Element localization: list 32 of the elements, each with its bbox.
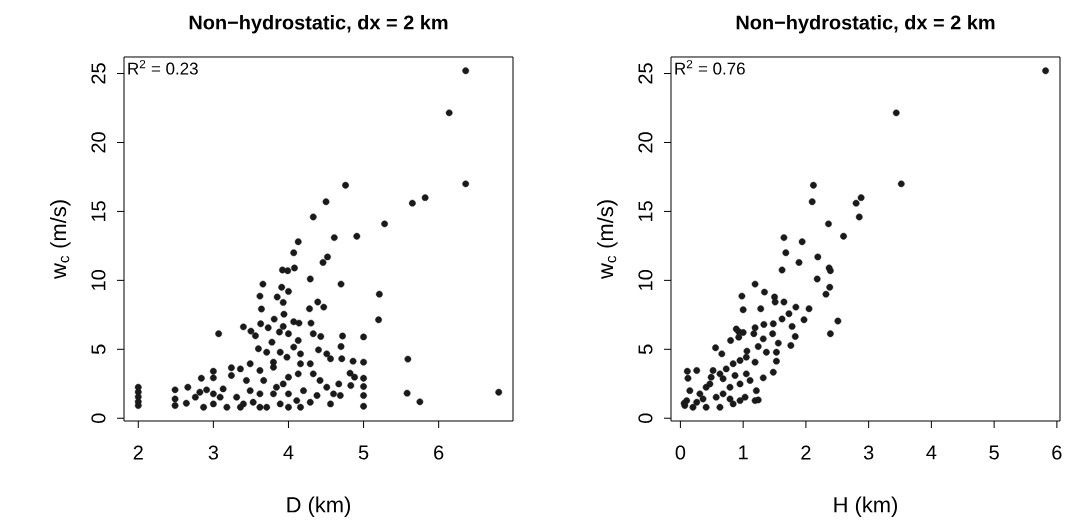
x-tick-label: 6 xyxy=(434,445,444,460)
x-tick-label: 4 xyxy=(283,445,294,460)
y-tick-label: 0 xyxy=(91,413,106,423)
y-tick-label: 10 xyxy=(91,270,106,290)
chart-title: Non−hydrostatic, dx = 2 km xyxy=(736,14,995,34)
y-tick-label: 10 xyxy=(638,270,653,290)
y-tick-label: 5 xyxy=(638,344,653,355)
x-tick-label: 5 xyxy=(989,445,999,460)
chart-title: Non−hydrostatic, dx = 2 km xyxy=(189,14,448,34)
y-tick-label: 5 xyxy=(91,344,106,355)
x-tick-label: 3 xyxy=(863,445,874,460)
x-tick-label: 4 xyxy=(926,445,937,460)
x-axis-title: H (km) xyxy=(834,496,897,517)
x-tick-label: 5 xyxy=(358,445,369,460)
y-tick-label: 20 xyxy=(91,132,106,153)
x-tick-label: 3 xyxy=(208,445,219,460)
annotation: R$^{2}$ = 0.23 xyxy=(128,59,198,75)
x-tick-label: 0 xyxy=(675,445,686,460)
y-axis-title: w$_{c}$ (m/s) xyxy=(597,200,618,280)
y-tick-label: 25 xyxy=(638,63,653,84)
annotation: R$^{2}$ = 0.76 xyxy=(675,59,745,75)
y-tick-label: 25 xyxy=(91,63,106,84)
y-tick-label: 0 xyxy=(638,413,653,423)
y-tick-label: 20 xyxy=(638,132,653,153)
x-tick-label: 1 xyxy=(739,445,748,460)
y-axis-title: w$_{c}$ (m/s) xyxy=(50,200,71,280)
x-tick-label: 6 xyxy=(1052,445,1062,460)
y-tick-label: 15 xyxy=(91,201,106,221)
x-axis-title: D (km) xyxy=(287,496,350,517)
x-tick-label: 2 xyxy=(133,445,143,460)
x-tick-label: 2 xyxy=(801,445,811,460)
y-tick-label: 15 xyxy=(638,201,653,221)
